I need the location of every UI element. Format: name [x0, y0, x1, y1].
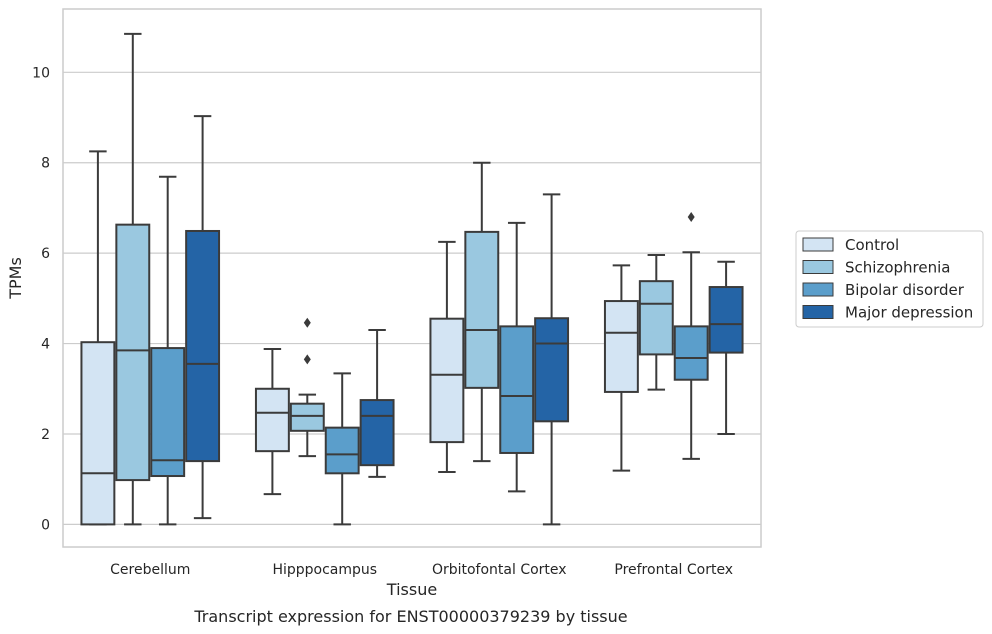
box-bipolar-disorder	[150, 175, 186, 526]
legend-label: Schizophrenia	[845, 259, 950, 277]
y-tick-label: 2	[41, 427, 50, 443]
box-bipolar-disorder	[324, 372, 360, 526]
iqr-box	[534, 317, 570, 423]
iqr-box	[254, 387, 290, 453]
x-axis-title: Tissue	[386, 580, 437, 599]
box-control	[80, 150, 116, 526]
iqr-box	[150, 347, 186, 478]
box-control	[603, 264, 639, 472]
x-tick-label: Cerebellum	[110, 562, 190, 578]
iqr-box	[115, 223, 151, 482]
y-tick-label: 10	[32, 65, 50, 81]
box-control	[429, 240, 465, 473]
box-major-depression	[534, 193, 570, 526]
box-bipolar-disorder	[499, 221, 535, 493]
outlier-point	[303, 317, 311, 328]
iqr-box	[80, 341, 116, 526]
box-schizophrenia	[289, 317, 325, 458]
chart-caption: Transcript expression for ENST0000037923…	[193, 607, 627, 626]
x-tick-label: Prefrontal Cortex	[614, 562, 733, 578]
y-tick-labels: 0 2 4 6 8 10	[32, 65, 50, 533]
box-schizophrenia	[464, 161, 500, 463]
iqr-box	[708, 286, 744, 354]
legend-swatch	[802, 260, 834, 274]
legend-label: Bipolar disorder	[845, 281, 965, 299]
outlier-point	[303, 354, 311, 365]
outlier-point	[687, 211, 695, 222]
boxes	[80, 32, 744, 526]
box-major-depression	[708, 260, 744, 435]
legend-label: Major depression	[845, 304, 973, 322]
iqr-box	[464, 230, 500, 389]
iqr-box	[638, 280, 674, 356]
legend: Control Schizophrenia Bipolar disorder Majo…	[795, 230, 984, 328]
iqr-box	[429, 317, 465, 444]
x-tick-labels: Cerebellum Hipppocampus Orbitofontal Corte…	[110, 562, 733, 578]
legend-frame	[795, 230, 984, 328]
box-major-depression	[185, 115, 221, 520]
iqr-box	[359, 399, 395, 467]
y-axis-title: TPMs	[6, 257, 25, 300]
y-tick-label: 6	[41, 246, 50, 262]
iqr-box	[499, 325, 535, 454]
legend-swatch	[802, 305, 834, 319]
plot-frame	[62, 8, 762, 548]
legend-swatch	[802, 237, 834, 252]
box-bipolar-disorder	[673, 211, 709, 460]
box-major-depression	[359, 328, 395, 478]
x-tick-label: Orbitofontal Cortex	[432, 562, 567, 578]
box-schizophrenia	[115, 32, 151, 526]
iqr-box	[185, 229, 221, 463]
iqr-box	[289, 402, 325, 432]
iqr-box	[603, 300, 639, 393]
legend-swatch	[802, 282, 834, 297]
box-schizophrenia	[638, 253, 674, 391]
y-tick-label: 8	[41, 156, 50, 172]
y-tick-label: 0	[41, 517, 50, 533]
box-control	[254, 347, 290, 496]
legend-label: Control	[845, 236, 899, 254]
y-tick-label: 4	[41, 337, 50, 353]
iqr-box	[673, 325, 709, 381]
iqr-box	[324, 426, 360, 475]
x-tick-label: Hipppocampus	[272, 562, 377, 578]
